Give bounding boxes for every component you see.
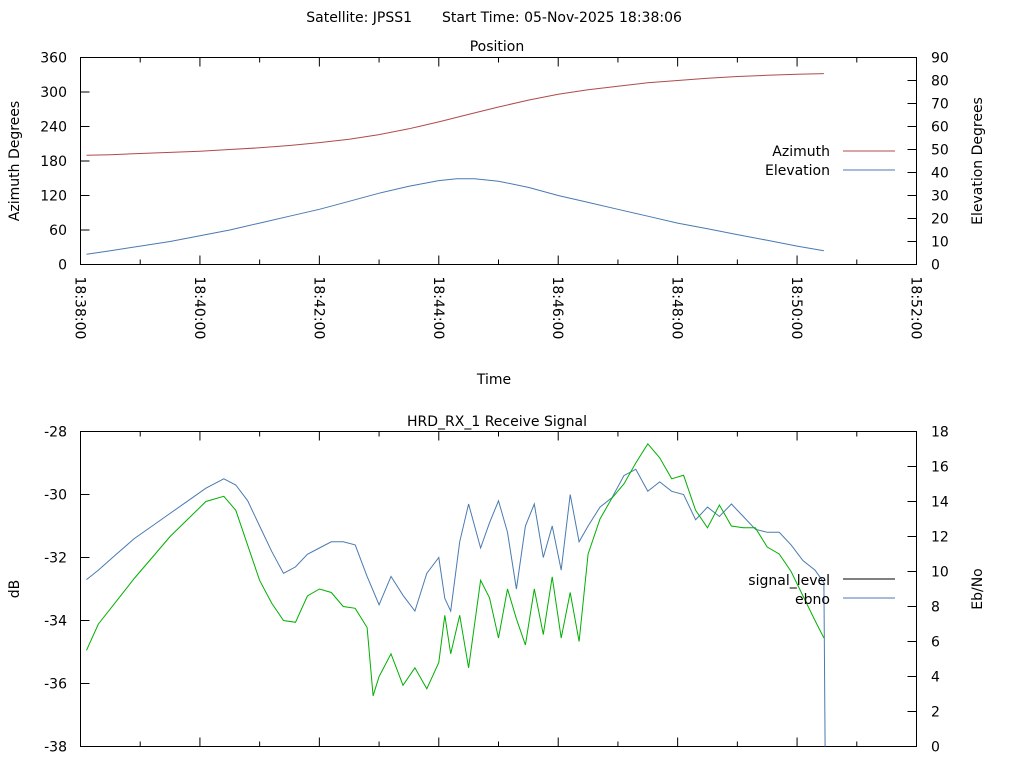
receive-series xyxy=(86,442,826,747)
legend-ebno-label: ebno xyxy=(795,592,830,608)
receive-plot-frame xyxy=(80,431,917,747)
position-chart-title: Position xyxy=(470,39,525,55)
start-time-label: Start Time: 05-Nov-2025 18:38:06 xyxy=(442,10,682,26)
y-tick-label: -36 xyxy=(44,677,67,693)
position-y2-ticks: 0 10 20 30 40 50 60 70 80 90 xyxy=(907,51,949,274)
y-tick-label: -28 xyxy=(44,425,67,441)
azimuth-axis-label: Azimuth Degrees xyxy=(7,101,23,221)
y2-tick-label: 50 xyxy=(931,143,949,159)
receive-signal-chart-title: HRD_RX_1 Receive Signal xyxy=(407,414,587,430)
db-axis-label: dB xyxy=(7,580,23,599)
y2-tick-label: 10 xyxy=(931,565,949,581)
y2-tick-label: 0 xyxy=(931,740,940,756)
x-tick-label: 18:38:00 xyxy=(72,277,88,340)
y2-tick-label: 20 xyxy=(931,212,949,228)
x-tick-label: 18:42:00 xyxy=(310,277,326,340)
y2-tick-label: 12 xyxy=(931,530,949,546)
y2-tick-label: 8 xyxy=(931,600,940,616)
y2-tick-label: 4 xyxy=(931,670,940,686)
receive-x-ticks xyxy=(139,431,858,747)
receive-y2-ticks: 0 2 4 6 8 10 12 14 16 18 xyxy=(907,425,949,756)
y2-tick-label: 10 xyxy=(931,235,949,251)
y2-tick-label: 14 xyxy=(931,495,949,511)
satellite-label: Satellite: JPSS1 xyxy=(306,10,412,26)
position-y-ticks: 0 60 120 180 240 300 360 xyxy=(40,51,90,274)
position-legend: Azimuth Elevation xyxy=(765,144,895,179)
y-tick-label: 0 xyxy=(58,258,67,274)
legend-elevation-label: Elevation xyxy=(765,163,830,179)
time-axis-label: Time xyxy=(476,372,511,388)
y2-tick-label: 80 xyxy=(931,74,949,90)
y-tick-label: -30 xyxy=(44,488,67,504)
y2-tick-label: 60 xyxy=(931,120,949,136)
y2-tick-label: 40 xyxy=(931,166,949,182)
y-tick-label: 240 xyxy=(40,120,67,136)
y2-tick-label: 6 xyxy=(931,635,940,651)
legend-azimuth-label: Azimuth xyxy=(772,144,830,160)
y-tick-label: -32 xyxy=(44,551,67,567)
x-tick-label: 18:40:00 xyxy=(191,277,207,340)
legend-signal-level-label: signal_level xyxy=(748,573,830,589)
y-tick-label: 60 xyxy=(49,223,67,239)
y2-tick-label: 18 xyxy=(931,425,949,441)
position-chart: Position 18:38:00 18:40:00 18:42:00 18:44:0… xyxy=(7,39,986,388)
series-line-signal-level xyxy=(86,468,826,747)
x-tick-label: 18:52:00 xyxy=(908,277,924,340)
y2-tick-label: 16 xyxy=(931,460,949,476)
series-line-elevation xyxy=(86,178,824,255)
position-x-ticks: 18:38:00 18:40:00 18:42:00 18:44:00 18:46:00… xyxy=(72,57,924,340)
receive-signal-chart: HRD_RX_1 Receive Signal -38-36-34-32-30-… xyxy=(7,414,986,756)
x-tick-label: 18:48:00 xyxy=(669,277,685,340)
series-line-ebno xyxy=(86,442,825,696)
receive-legend: signal_level ebno xyxy=(748,573,895,608)
position-series xyxy=(86,73,824,255)
y-tick-label: -34 xyxy=(44,614,67,630)
y-tick-label: -38 xyxy=(44,740,67,756)
series-line-azimuth xyxy=(86,73,824,156)
position-plot-frame xyxy=(80,57,917,265)
x-tick-label: 18:44:00 xyxy=(430,277,446,340)
y-tick-label: 120 xyxy=(40,189,67,205)
ebno-axis-label: Eb/No xyxy=(970,568,986,610)
y2-tick-label: 70 xyxy=(931,97,949,113)
y-tick-label: 180 xyxy=(40,154,67,170)
y2-tick-label: 30 xyxy=(931,189,949,205)
y2-tick-label: 2 xyxy=(931,705,940,721)
y-tick-label: 360 xyxy=(40,51,67,67)
y2-tick-label: 90 xyxy=(931,51,949,67)
y-tick-label: 300 xyxy=(40,85,67,101)
receive-y-ticks: -38 -36 -34 -32 -30 -28 xyxy=(44,425,90,756)
y2-tick-label: 0 xyxy=(931,258,940,274)
x-tick-label: 18:50:00 xyxy=(788,277,804,340)
x-tick-label: 18:46:00 xyxy=(549,277,565,340)
elevation-axis-label: Elevation Degrees xyxy=(970,97,986,225)
